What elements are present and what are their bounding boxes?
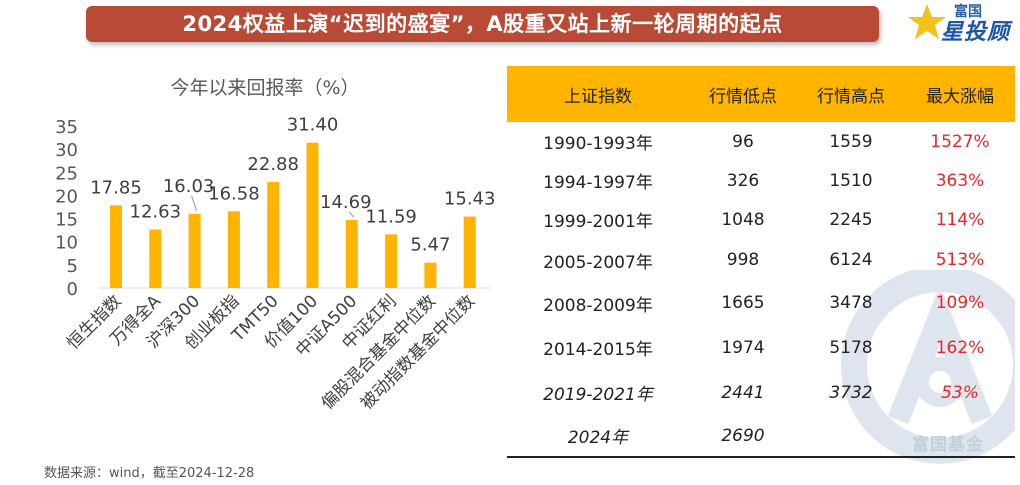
bar-value-label: 22.88	[247, 154, 299, 175]
logo-brand-text: 富国	[954, 4, 982, 20]
period-cell: 1994-1997年	[543, 173, 653, 193]
low-cell: 2690	[689, 415, 797, 458]
y-tick-label: 5	[67, 256, 78, 277]
low-cell: 326	[726, 170, 760, 191]
table-row: 2019-2021年 2441 3732 53%	[507, 370, 1015, 415]
gain-cell: 162%	[935, 337, 985, 358]
table-row: 2014-2015年 1974 5178 162%	[507, 325, 1015, 370]
bar-value-label: 11.59	[365, 206, 417, 227]
table-row: 1990-1993年 96 1559 1527%	[507, 122, 1015, 161]
bar-value-label: 5.47	[410, 235, 450, 256]
high-cell: 1510	[829, 170, 873, 191]
fuguo-logo-icon	[908, 4, 946, 39]
y-tick-label: 0	[67, 279, 78, 300]
bar	[149, 229, 162, 288]
bar-value-label: 16.03	[163, 176, 215, 197]
page-title: 2024权益上演“迟到的盛宴”，A股重又站上新一轮周期的起点	[182, 12, 783, 36]
high-cell: 3478	[829, 293, 873, 313]
gain-cell	[905, 415, 1015, 458]
table-row: 2008-2009年 1665 3478 109%	[507, 281, 1015, 325]
high-cell: 2245	[829, 209, 873, 230]
bar-value-label: 15.43	[444, 189, 496, 210]
bar	[110, 205, 122, 288]
header-index: 上证指数	[507, 66, 689, 122]
bar	[188, 213, 201, 288]
x-axis-labels: 恒生指数万得全A沪深300创业板指TMT50价值100中证A500中证红利偏股混…	[63, 291, 479, 414]
bar	[306, 142, 319, 288]
period-cell: 2008-2009年	[543, 295, 653, 316]
bar-value-label: 31.40	[287, 115, 339, 136]
y-tick-label: 15	[55, 210, 78, 231]
low-cell: 1665	[721, 293, 765, 313]
period-cell: 2005-2007年	[543, 252, 653, 273]
table-header-row: 上证指数 行情低点 行情高点 最大涨幅	[507, 66, 1015, 122]
bar	[267, 182, 280, 288]
period-cell: 2024年	[507, 415, 689, 458]
market-cycle-table: 上证指数 行情低点 行情高点 最大涨幅 1990-1993年 96 1559 1527…	[507, 66, 1015, 458]
y-tick-label: 35	[55, 117, 78, 138]
low-cell: 2441	[721, 382, 765, 403]
gain-cell: 53%	[941, 382, 979, 403]
period-cell: 2014-2015年	[543, 340, 653, 360]
low-cell: 998	[726, 250, 760, 270]
header-low: 行情低点	[689, 66, 797, 122]
bar-value-label: 14.69	[320, 192, 372, 213]
bar-value-label: 16.58	[208, 183, 260, 204]
bar	[345, 220, 358, 288]
gain-cell: 363%	[935, 170, 985, 191]
gain-cell: 1527%	[930, 131, 990, 152]
market-cycle-table-container: 上证指数 行情低点 行情高点 最大涨幅 1990-1993年 96 1559 1527…	[507, 66, 1015, 458]
y-tick-label: 30	[55, 140, 78, 161]
logo-product-text: 星投顾	[941, 20, 1011, 45]
header-high: 行情高点	[797, 66, 905, 122]
table-row: 2024年 2690	[507, 415, 1015, 458]
header-max-gain: 最大涨幅	[905, 66, 1015, 122]
low-cell: 1974	[721, 337, 765, 358]
y-tick-label: 10	[55, 233, 78, 254]
bar	[227, 211, 240, 288]
gain-cell: 109%	[935, 293, 985, 313]
high-cell: 6124	[829, 250, 873, 270]
bar	[463, 216, 476, 288]
bar	[424, 262, 437, 288]
low-cell: 1048	[721, 209, 765, 230]
gain-cell: 114%	[935, 209, 985, 230]
data-source-note: 数据来源：wind，截至2024-12-28	[44, 466, 255, 481]
chart-title: 今年以来回报率（%）	[170, 77, 359, 99]
y-tick-label: 20	[55, 186, 78, 207]
gain-cell: 513%	[935, 250, 985, 270]
bars	[110, 142, 476, 288]
table-row: 2005-2007年 998 6124 513%	[507, 239, 1015, 281]
period-cell: 1990-1993年	[543, 134, 653, 154]
bar-value-label: 12.63	[130, 202, 182, 223]
bar	[385, 234, 398, 288]
table-row: 1994-1997年 326 1510 363%	[507, 161, 1015, 200]
y-tick-label: 25	[55, 163, 78, 184]
title-banner	[86, 6, 879, 42]
low-cell: 96	[732, 131, 754, 152]
period-cell: 1999-2001年	[543, 212, 653, 232]
high-cell	[797, 415, 905, 458]
bar-value-label: 17.85	[90, 177, 142, 198]
high-cell: 3732	[829, 382, 873, 403]
high-cell: 5178	[829, 337, 873, 358]
period-cell: 2019-2021年	[543, 385, 653, 405]
label-leader-line	[191, 195, 198, 211]
table-row: 1999-2001年 1048 2245 114%	[507, 200, 1015, 239]
label-leader-line	[348, 211, 355, 218]
high-cell: 1559	[829, 131, 873, 152]
